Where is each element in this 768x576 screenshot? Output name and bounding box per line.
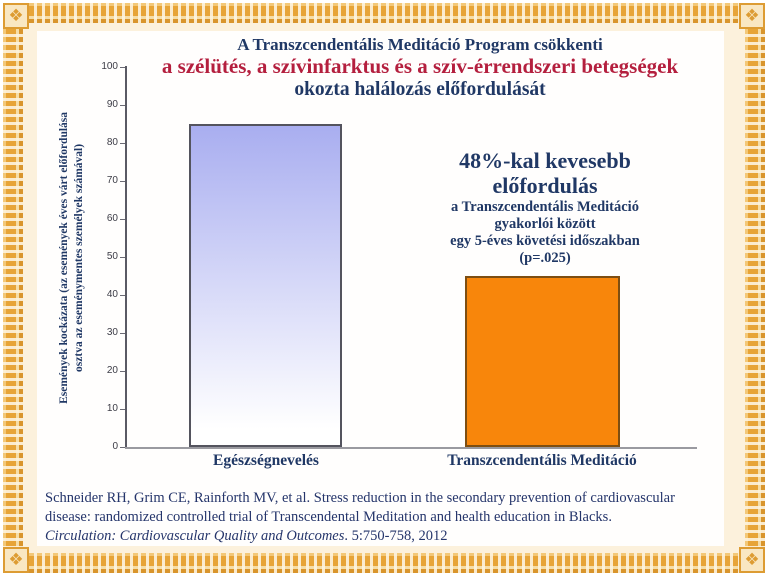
annotation-headline-1: 48%-kal kevesebb [459,148,631,173]
frame-corner-ornament-icon: ❖ [3,3,29,29]
result-annotation: 48%-kal kevesebb előfordulás a Transzcen… [388,148,702,267]
y-axis-line [125,66,127,448]
y-tick-mark [120,409,125,410]
y-tick-mark [120,219,125,220]
y-tick-label: 0 [112,441,118,452]
y-tick-mark [120,105,125,106]
y-tick-mark [120,371,125,372]
y-tick-mark [120,67,125,68]
frame-corner-ornament-icon: ❖ [739,547,765,573]
annotation-sub-1: a Transzcendentális Meditáció [451,198,639,215]
y-tick-label: 100 [101,61,118,72]
title-line-1: A Transzcendentális Meditáció Program cs… [237,35,603,54]
y-tick-label: 10 [106,403,118,414]
y-tick-label: 60 [106,213,118,224]
citation-volume: . 5:750-758, 2012 [344,527,448,544]
y-tick-label: 70 [106,175,118,186]
bar-label-health-education: Egészségnevelés [213,452,319,469]
y-tick-mark [120,257,125,258]
y-tick-label: 30 [106,327,118,338]
y-axis-label: Események kockázata (az események éves v… [57,48,87,468]
bar-health-education [189,124,342,447]
frame-band-right [745,26,765,550]
citation-line-2: disease: randomized controlled trial of … [45,508,612,525]
citation-journal: Circulation: Cardiovascular Quality and … [45,527,345,544]
bar-label-transcendental-meditation: Transzcendentális Meditáció [447,452,637,469]
annotation-sub-3: egy 5-éves követési időszakban [450,232,640,249]
y-tick-label: 20 [106,365,118,376]
y-tick-label: 80 [106,137,118,148]
y-tick-mark [120,447,125,448]
annotation-sub-4: (p=.025) [519,249,571,266]
y-tick-mark [120,295,125,296]
y-axis-label-line-1: Események kockázata (az események éves v… [58,111,71,404]
y-tick-label: 90 [106,99,118,110]
frame-band-top [26,3,742,23]
title-line-2: a szélütés, a szívinfarktus és a szív-ér… [161,54,679,79]
frame-corner-ornament-icon: ❖ [3,547,29,573]
y-tick-label: 50 [106,251,118,262]
bar-transcendental-meditation [465,276,620,447]
citation: Schneider RH, Grim CE, Rainforth MV, et … [45,489,745,546]
slide-title: A Transzcendentális Meditáció Program cs… [100,35,740,102]
y-tick-mark [120,333,125,334]
citation-line-3: Circulation: Cardiovascular Quality and … [45,527,745,546]
y-tick-mark [120,181,125,182]
annotation-sub-2: gyakorlói között [494,215,596,232]
annotation-headline-2: előfordulás [492,173,598,199]
title-line-3: okozta halálozás előfordulását [294,79,546,101]
y-tick-label: 40 [106,289,118,300]
frame-band-bottom [26,553,742,573]
x-axis-line [125,447,697,449]
frame-band-left [3,26,23,550]
y-tick-mark [120,143,125,144]
frame-corner-ornament-icon: ❖ [739,3,765,29]
citation-line-1: Schneider RH, Grim CE, Rainforth MV, et … [45,490,675,506]
